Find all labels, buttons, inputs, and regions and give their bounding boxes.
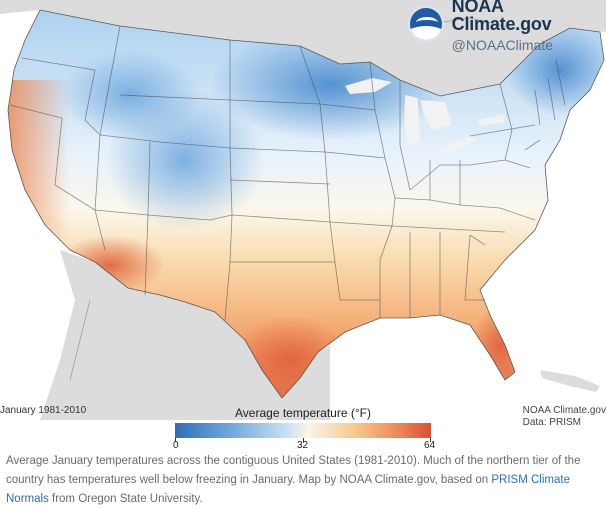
legend-label-0: 0	[173, 440, 179, 451]
credit-line-1: NOAA Climate.gov	[522, 405, 606, 416]
legend-color-bar	[175, 423, 431, 438]
legend-label-64: 64	[424, 440, 436, 451]
legend-label-32: 32	[297, 440, 309, 451]
logo-text: NOAA	[416, 22, 435, 28]
temperature-map	[0, 0, 606, 420]
period-label: January 1981-2010	[0, 405, 87, 416]
canada-land	[0, 0, 606, 96]
mexico-land	[40, 250, 330, 420]
brand-handle: @NOAAClimate	[451, 36, 553, 53]
caption-text: Average January temperatures across the …	[6, 455, 581, 486]
legend-tick-32	[303, 438, 304, 442]
noaa-brand: NOAA NOAA Climate.gov @NOAAClimate	[408, 0, 606, 52]
great-lakes	[345, 78, 505, 154]
legend-tick-0	[175, 438, 176, 442]
cuba-land	[540, 370, 600, 392]
legend-tick-64	[430, 438, 431, 442]
brand-title: NOAA Climate.gov	[451, 0, 552, 34]
state-boundaries	[7, 9, 605, 399]
noaa-logo-icon: NOAA	[408, 6, 444, 42]
caption-text-end: from Oregon State University.	[48, 493, 203, 505]
credit-line-2: Data: PRISM	[522, 417, 581, 428]
prism-link[interactable]: PRISM Climate Normals	[6, 474, 570, 505]
map-caption: Average January temperatures across the …	[6, 452, 604, 509]
map-credit: NOAA Climate.gov Data: PRISM	[523, 405, 606, 429]
legend-title: Average temperature (°F)	[235, 406, 371, 420]
